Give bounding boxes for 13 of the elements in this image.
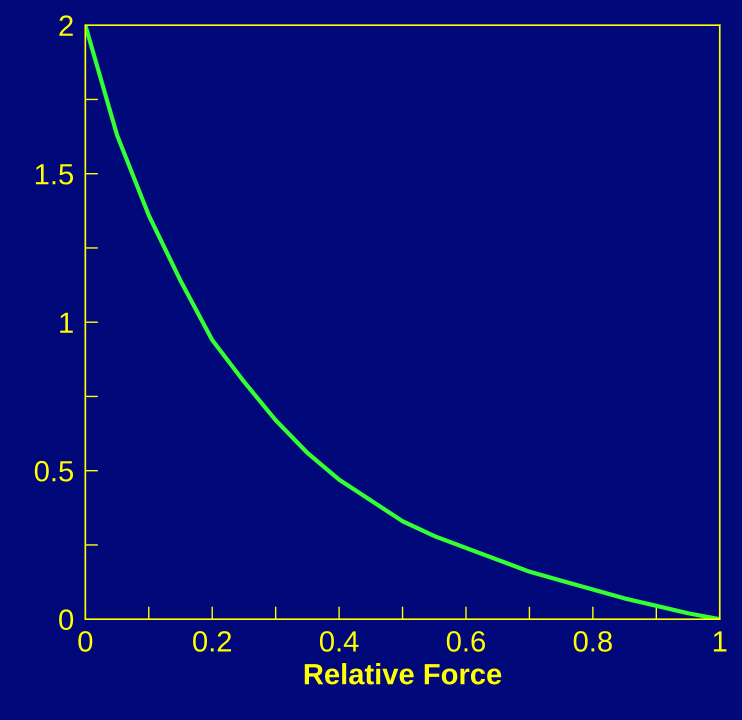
y-tick-label: 0 <box>59 609 74 630</box>
line-series <box>85 25 720 620</box>
y-tick-label: 2 <box>59 15 73 36</box>
x-tick-label: 1 <box>714 631 726 652</box>
x-tick-label: 0.8 <box>574 631 612 652</box>
x-tick-label: 0 <box>78 631 92 652</box>
y-tick-label: 0.5 <box>34 460 73 482</box>
x-tick-label: 0.4 <box>320 631 359 652</box>
x-axis-title: Relative Force <box>304 663 502 684</box>
y-tick-label: 1.5 <box>36 164 73 185</box>
y-tick-label: 1 <box>60 312 73 333</box>
x-tick-label: 0.2 <box>193 631 232 652</box>
x-tick-label: 0.6 <box>446 631 485 652</box>
